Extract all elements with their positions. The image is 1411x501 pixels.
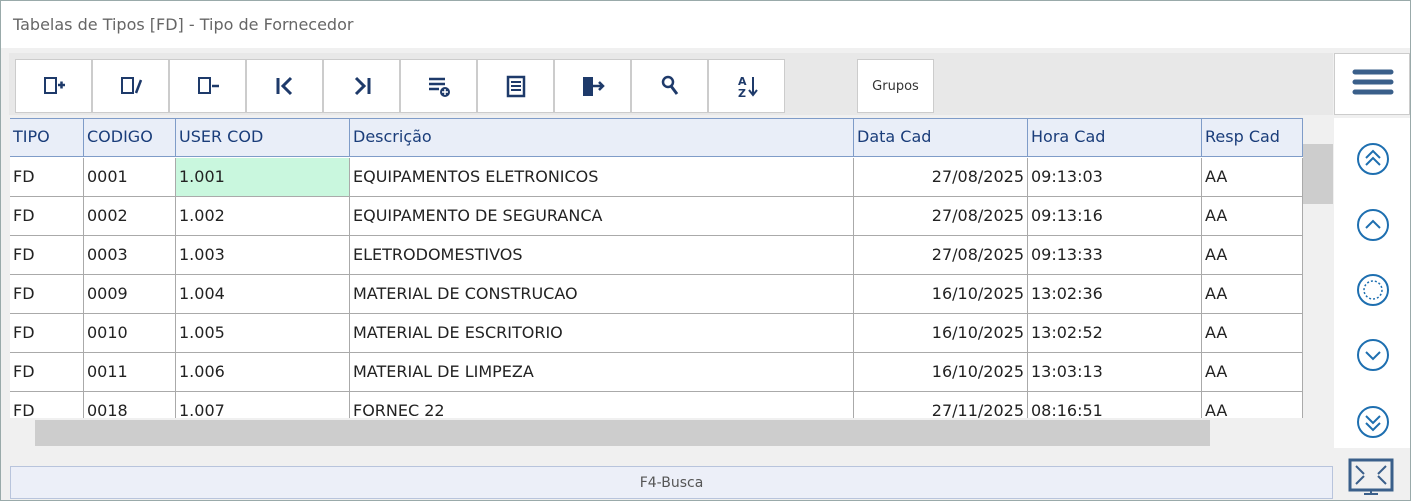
add-list-button[interactable] (400, 59, 477, 113)
table-cell: 0002 (84, 197, 176, 236)
table-cell: 27/11/2025 (854, 392, 1028, 418)
table-cell: 0018 (84, 392, 176, 418)
svg-text:A: A (738, 75, 747, 88)
groups-button[interactable]: Grupos (857, 59, 934, 113)
exit-button[interactable] (554, 59, 631, 113)
table-cell: EQUIPAMENTOS ELETRONICOS (350, 158, 854, 197)
table-cell: AA (1202, 353, 1303, 392)
column-header: Hora Cad (1028, 118, 1202, 157)
table-cell: AA (1202, 197, 1303, 236)
table-cell: 1.004 (176, 275, 350, 314)
table-cell: 1.001 (176, 158, 350, 197)
horizontal-scrollbar[interactable] (10, 418, 1303, 448)
next-button[interactable] (1353, 335, 1393, 375)
search-button[interactable] (631, 59, 708, 113)
table-cell: 16/10/2025 (854, 275, 1028, 314)
svg-text:Z: Z (738, 87, 746, 99)
status-bar: F4-Busca (10, 466, 1333, 499)
refresh-button[interactable] (1353, 270, 1393, 310)
page-up-button[interactable] (1353, 139, 1393, 179)
table-cell: 09:13:03 (1028, 158, 1202, 197)
table-cell: FD (10, 275, 84, 314)
table-cell: 13:02:36 (1028, 275, 1202, 314)
table-cell: 1.005 (176, 314, 350, 353)
table-cell: MATERIAL DE CONSTRUCAO (350, 275, 854, 314)
table-cell: MATERIAL DE LIMPEZA (350, 353, 854, 392)
table-cell: 09:13:16 (1028, 197, 1202, 236)
table-cell: FD (10, 314, 84, 353)
print-button[interactable] (477, 59, 554, 113)
table-cell: 1.003 (176, 236, 350, 275)
vertical-scrollbar[interactable] (1303, 118, 1333, 418)
table-cell: 1.006 (176, 353, 350, 392)
maximize-button[interactable] (1346, 456, 1396, 500)
table-cell: FD (10, 197, 84, 236)
column-header: Data Cad (854, 118, 1028, 157)
table-cell: ELETRODOMESTIVOS (350, 236, 854, 275)
window-title: Tabelas de Tipos [FD] - Tipo de Forneced… (1, 1, 1410, 48)
table-cell: 0001 (84, 158, 176, 197)
last-button[interactable] (323, 59, 400, 113)
table-cell: 0010 (84, 314, 176, 353)
prior-button[interactable] (1353, 205, 1393, 245)
page-down-button[interactable] (1353, 402, 1393, 442)
edit-button[interactable] (92, 59, 169, 113)
table-cell: 08:16:51 (1028, 392, 1202, 418)
table-cell: 0003 (84, 236, 176, 275)
table-cell: 09:13:33 (1028, 236, 1202, 275)
table-cell: AA (1202, 158, 1303, 197)
column-header: TIPO (10, 118, 84, 157)
table-cell: FD (10, 392, 84, 418)
column-header: Resp Cad (1202, 118, 1303, 157)
table-cell: FD (10, 353, 84, 392)
delete-button[interactable] (169, 59, 246, 113)
column-header: USER COD (176, 118, 350, 157)
table-cell: FD (10, 236, 84, 275)
table-cell: AA (1202, 236, 1303, 275)
table-cell: 13:03:13 (1028, 353, 1202, 392)
table-cell: EQUIPAMENTO DE SEGURANCA (350, 197, 854, 236)
table-cell: 27/08/2025 (854, 197, 1028, 236)
table-cell: 16/10/2025 (854, 353, 1028, 392)
table-cell: 0009 (84, 275, 176, 314)
column-header: CODIGO (84, 118, 176, 157)
table-cell: MATERIAL DE ESCRITORIO (350, 314, 854, 353)
table-cell: 1.007 (176, 392, 350, 418)
table-cell: 27/08/2025 (854, 158, 1028, 197)
table-cell: AA (1202, 314, 1303, 353)
table-cell: 27/08/2025 (854, 236, 1028, 275)
new-button[interactable] (15, 59, 92, 113)
first-button[interactable] (246, 59, 323, 113)
table-cell: 13:02:52 (1028, 314, 1202, 353)
table-cell: 1.002 (176, 197, 350, 236)
table-cell: AA (1202, 392, 1303, 418)
data-grid: TIPO CODIGO USER COD Descrição Data Cad Hora … (10, 118, 1303, 418)
table-cell: AA (1202, 275, 1303, 314)
table-cell: 0011 (84, 353, 176, 392)
menu-button[interactable] (1334, 53, 1410, 115)
table-cell: FORNEC 22 (350, 392, 854, 418)
table-cell: 16/10/2025 (854, 314, 1028, 353)
table-cell: FD (10, 158, 84, 197)
column-header: Descrição (350, 118, 854, 157)
